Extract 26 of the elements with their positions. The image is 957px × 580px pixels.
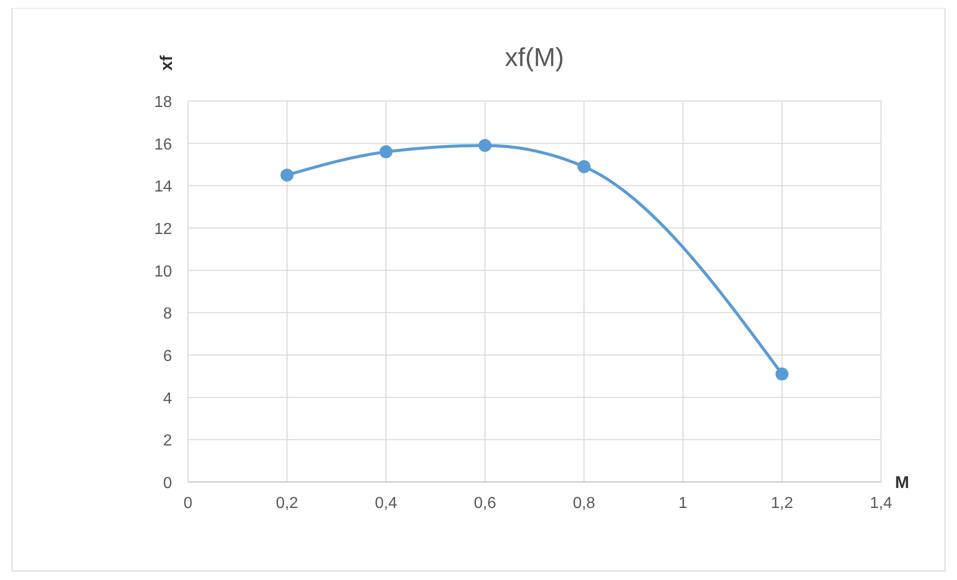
x-tick-label: 1 — [678, 495, 688, 512]
point — [776, 368, 788, 381]
y-tick-label: 16 — [154, 136, 172, 154]
chart-title: xf(M) — [504, 42, 564, 72]
y-axis-title: xf — [157, 55, 176, 71]
y-tick-label: 0 — [163, 475, 172, 492]
point — [478, 138, 492, 152]
x-tick-label: 0,6 — [474, 495, 496, 512]
x-tick-label: 0,8 — [572, 495, 596, 512]
y-tick-label: 14 — [154, 178, 172, 196]
y-tick-label: 12 — [154, 221, 172, 238]
x-tick-label: 0,2 — [276, 495, 298, 512]
y-tick-label: 4 — [163, 390, 172, 408]
x-tick-label: 0 — [184, 495, 193, 512]
point — [578, 160, 590, 174]
x-axis-title: M — [895, 473, 910, 492]
x-tick-label: 0,4 — [374, 495, 398, 512]
y-tick-label: 2 — [163, 432, 172, 450]
y-tick-label: 6 — [163, 348, 172, 365]
y-tick-label: 8 — [163, 306, 172, 323]
y-tick-label: 10 — [154, 263, 172, 280]
point — [280, 168, 294, 182]
point — [380, 145, 392, 158]
x-tick-label: 1,2 — [770, 495, 794, 512]
x-tick-label: 1,4 — [870, 495, 892, 512]
y-tick-label: 18 — [154, 94, 172, 111]
